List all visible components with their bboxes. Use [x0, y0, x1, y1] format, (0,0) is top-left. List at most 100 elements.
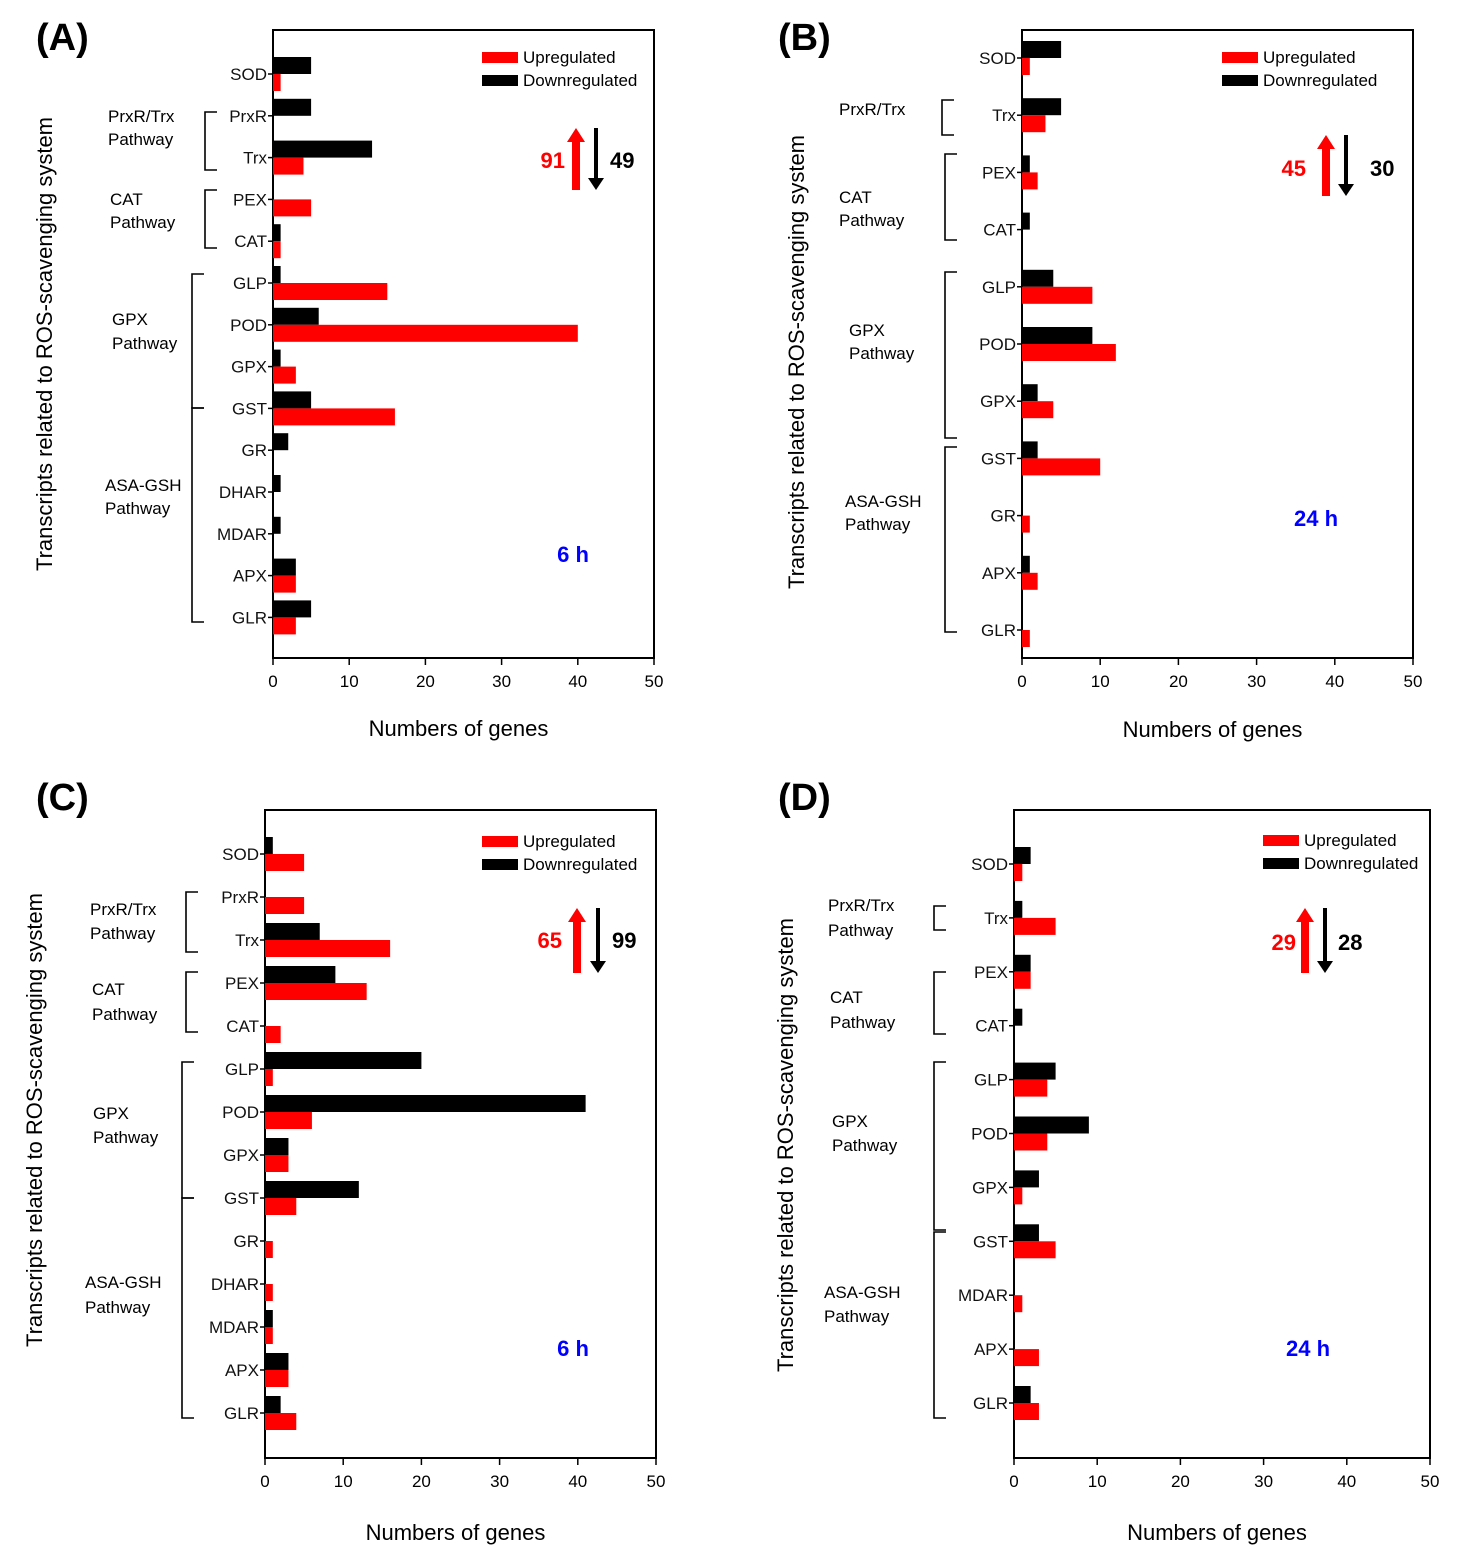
- x-tick-label: 0: [260, 1472, 269, 1491]
- pathway-label: Pathway: [105, 499, 171, 518]
- pathway-group: CAT Pathway: [839, 153, 957, 241]
- category-label: DHAR: [219, 483, 267, 502]
- bar-up-glr: [1014, 1403, 1039, 1420]
- pathway-bracket: [933, 1231, 946, 1419]
- pathway-label: GPX: [832, 1112, 868, 1131]
- pathway-label: Pathway: [92, 1005, 158, 1024]
- category-label: POD: [971, 1125, 1008, 1144]
- bar-down-gst: [1022, 441, 1038, 459]
- legend: Upregulated Downregulated: [1263, 831, 1418, 873]
- pathway-label: ASA-GSH: [105, 476, 182, 495]
- pathway-group: CAT Pathway: [92, 971, 198, 1033]
- legend-swatch-up: [482, 836, 518, 847]
- pathway-group: PrxR/Trx: [839, 99, 954, 136]
- pathway-label: PrxR/Trx: [828, 896, 895, 915]
- pathway-group: GPX Pathway: [112, 273, 204, 409]
- pathway-bracket: [191, 273, 204, 409]
- pathway-bracket: [933, 905, 946, 931]
- pathway-label: CAT: [110, 190, 143, 209]
- pathway-bracket: [181, 1061, 194, 1199]
- bar-up-glr: [265, 1413, 297, 1430]
- bar-up-trx: [1022, 115, 1046, 133]
- pathway-bracket: [944, 153, 957, 241]
- x-tick-label: 10: [340, 672, 359, 691]
- up-arrow-icon-shaft: [572, 140, 580, 190]
- panel-label: (D): [778, 777, 831, 819]
- pathway-label: CAT: [839, 188, 872, 207]
- bar-up-pex: [265, 983, 367, 1000]
- bar-up-trx: [273, 157, 304, 175]
- bar-up-mdar: [265, 1327, 273, 1344]
- bar-down-trx: [1022, 98, 1062, 116]
- pathway-group: GPX Pathway: [832, 1061, 946, 1231]
- bar-up-cat: [273, 241, 281, 259]
- category-label: DHAR: [211, 1275, 259, 1294]
- up-arrow-icon-head: [568, 908, 586, 922]
- bar-up-gpx: [273, 366, 296, 384]
- y-axis-title: Transcripts related to ROS-scavenging sy…: [32, 117, 57, 571]
- pathway-group: ASA-GSH Pathway: [105, 407, 204, 623]
- upregulated-total: 65: [538, 928, 562, 953]
- bar-down-glp: [1014, 1062, 1056, 1080]
- bar-up-pod: [273, 324, 578, 342]
- downregulated-total: 99: [612, 928, 636, 953]
- category-label: GLP: [225, 1060, 259, 1079]
- x-tick-label: 40: [1337, 1472, 1356, 1491]
- chart-panel-a: (A) SOD PrxR Trx PEX CAT GLP POD GPX GST GR DHAR MDA…: [32, 17, 663, 741]
- x-tick-label: 40: [568, 1472, 587, 1491]
- bar-up-apx: [273, 575, 296, 593]
- bar-down-sod: [265, 837, 273, 854]
- down-arrow-icon: [588, 128, 604, 190]
- pathway-group: PrxR/Trx Pathway: [90, 891, 198, 953]
- up-arrow-icon: [567, 128, 585, 190]
- legend: Upregulated Downregulated: [1222, 48, 1377, 90]
- legend-label-down: Downregulated: [1263, 71, 1377, 90]
- bar-up-trx: [1014, 917, 1056, 935]
- pathway-bracket: [181, 1197, 194, 1419]
- y-axis-title: Transcripts related to ROS-scavenging sy…: [773, 918, 798, 1372]
- time-label: 24 h: [1294, 506, 1338, 531]
- up-arrow-icon-shaft: [573, 920, 581, 973]
- category-label: CAT: [975, 1017, 1008, 1036]
- legend-label-down: Downregulated: [523, 855, 637, 874]
- pathway-bracket: [944, 446, 957, 633]
- time-label: 6 h: [557, 1336, 589, 1361]
- bar-up-glp: [1022, 286, 1093, 304]
- bar-up-sod: [1022, 58, 1030, 75]
- downregulated-total: 49: [610, 148, 634, 173]
- bar-down-pex: [1022, 155, 1030, 173]
- pathway-label: Pathway: [832, 1136, 898, 1155]
- down-arrow-icon: [1338, 135, 1354, 196]
- category-label: CAT: [983, 221, 1016, 240]
- category-label: GPX: [223, 1146, 259, 1165]
- category-label: POD: [222, 1103, 259, 1122]
- x-tick-label: 20: [416, 672, 435, 691]
- down-arrow-icon: [590, 908, 606, 973]
- down-arrow-icon-shaft: [1323, 908, 1327, 963]
- bar-up-sod: [1014, 864, 1023, 881]
- down-arrow-icon-shaft: [594, 128, 598, 180]
- category-label: GST: [232, 399, 267, 418]
- pathway-label: Pathway: [828, 921, 894, 940]
- pathway-label: Pathway: [90, 924, 156, 943]
- bar-up-apx: [265, 1370, 289, 1387]
- bar-down-sod: [1014, 847, 1031, 864]
- plot-frame: [272, 29, 655, 659]
- pathway-label: PrxR/Trx: [839, 100, 906, 119]
- time-label: 24 h: [1286, 1336, 1330, 1361]
- up-arrow-icon-shaft: [1322, 147, 1330, 196]
- x-tick-label: 20: [1169, 672, 1188, 691]
- category-label: POD: [230, 316, 267, 335]
- bar-down-glp: [265, 1052, 422, 1069]
- bar-up-sod: [273, 74, 281, 91]
- x-tick-label: 50: [645, 672, 664, 691]
- x-tick-label: 0: [268, 672, 277, 691]
- down-arrow-icon-head: [1317, 961, 1333, 973]
- category-label: GR: [242, 441, 268, 460]
- up-arrow-icon-head: [1317, 135, 1335, 149]
- pathway-label: Pathway: [849, 344, 915, 363]
- pathway-label: ASA-GSH: [85, 1273, 162, 1292]
- category-label: MDAR: [958, 1286, 1008, 1305]
- legend: Upregulated Downregulated: [482, 832, 637, 874]
- bar-up-gst: [1014, 1241, 1056, 1259]
